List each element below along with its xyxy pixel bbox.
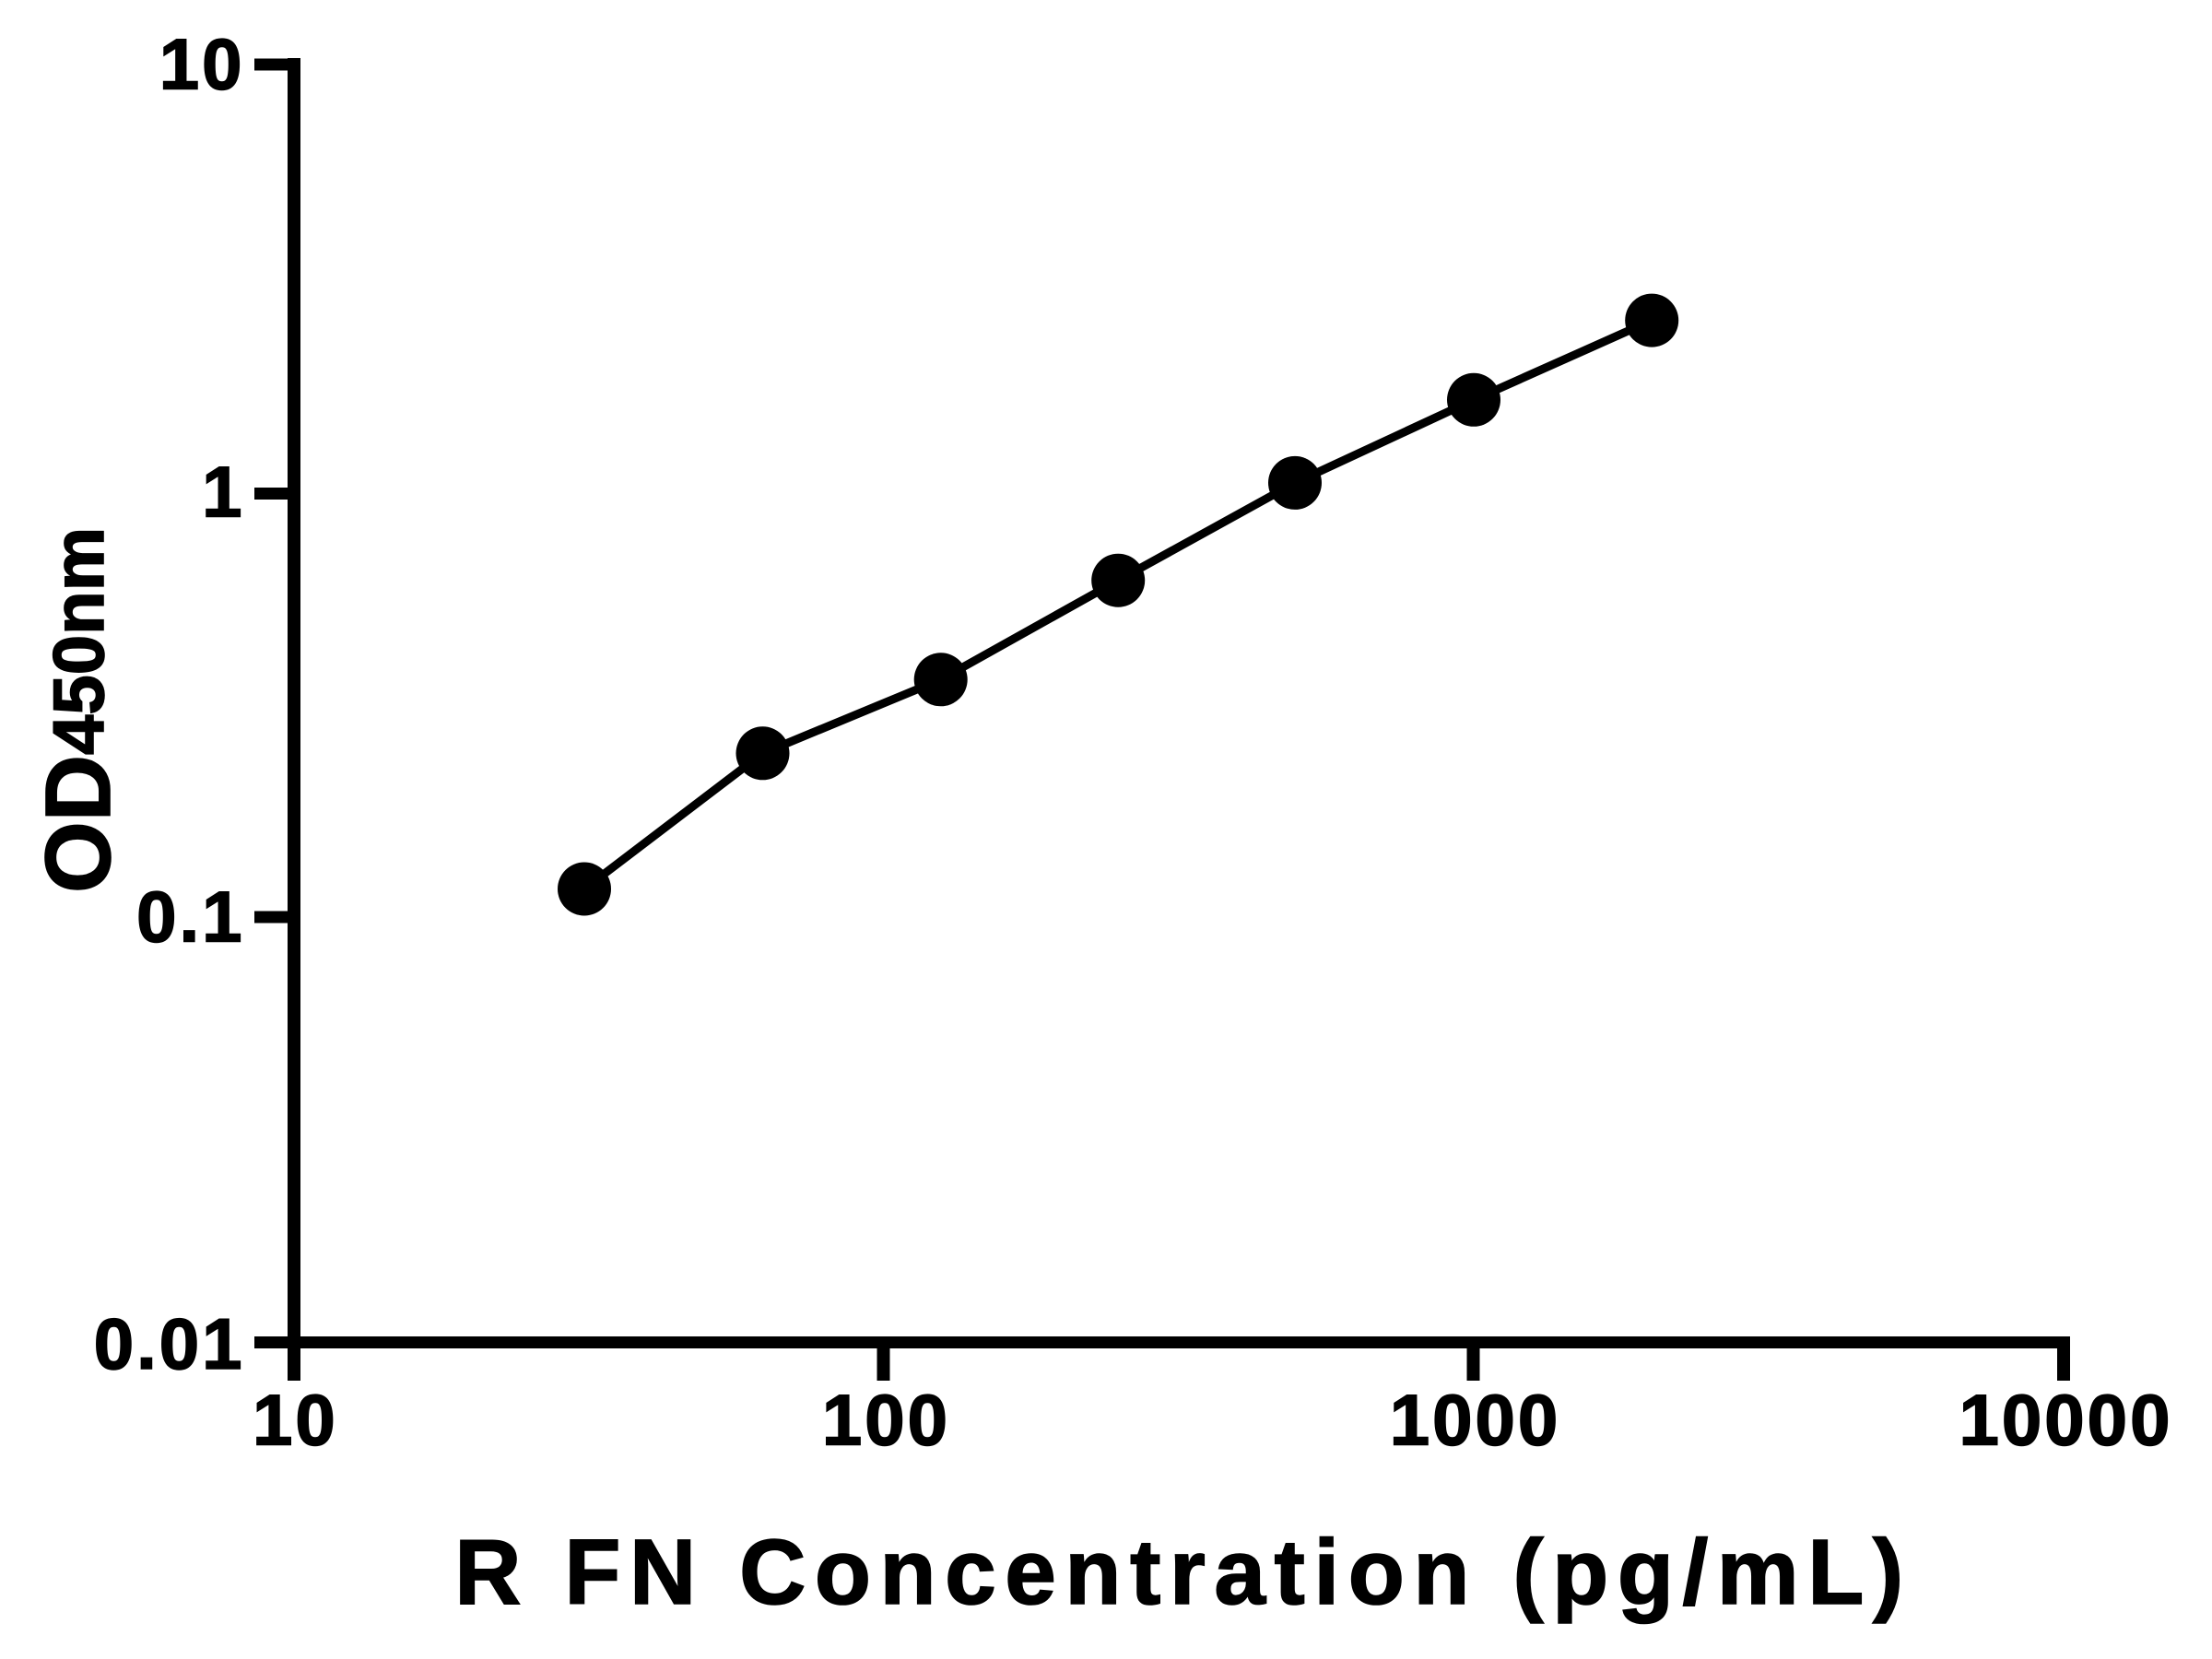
svg-text:R FN Concentration (pg/mL): R FN Concentration (pg/mL): [454, 1521, 1912, 1624]
svg-text:1: 1: [202, 452, 244, 533]
svg-text:OD450nm: OD450nm: [27, 527, 130, 893]
svg-text:10: 10: [159, 24, 245, 105]
svg-text:100: 100: [822, 1380, 950, 1461]
svg-text:10000: 10000: [1959, 1380, 2173, 1461]
svg-text:0.1: 0.1: [136, 877, 244, 958]
svg-text:10: 10: [253, 1380, 338, 1461]
svg-text:0.01: 0.01: [94, 1303, 245, 1384]
svg-text:1000: 1000: [1390, 1380, 1561, 1461]
